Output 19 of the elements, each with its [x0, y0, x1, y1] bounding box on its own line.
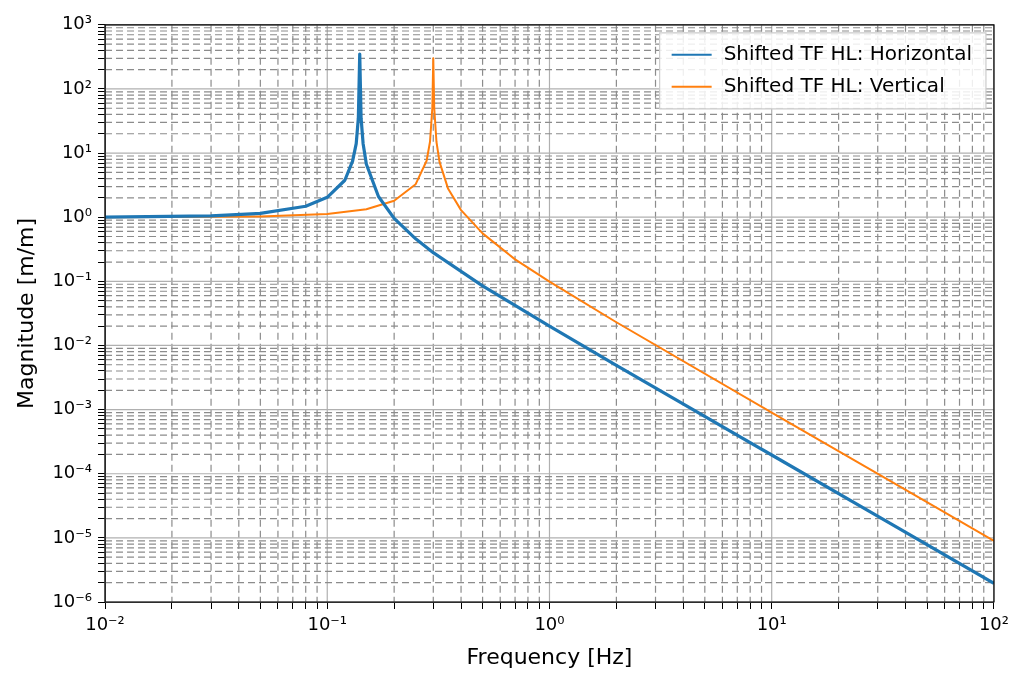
y-tick-label: 10⁻² — [52, 333, 93, 355]
legend-label: Shifted TF HL: Horizontal — [723, 41, 972, 65]
x-tick-label: 10² — [978, 613, 1009, 635]
y-tick-label: 10² — [61, 76, 93, 98]
x-tick-label: 10⁰ — [534, 613, 565, 635]
y-tick-label: 10⁻³ — [52, 397, 93, 419]
y-tick-label: 10⁻⁶ — [52, 589, 93, 611]
x-tick-label: 10¹ — [756, 613, 787, 635]
x-tick-label: 10⁻² — [85, 613, 125, 635]
y-tick-label: 10⁻⁴ — [52, 461, 93, 483]
y-tick-label: 10⁻¹ — [52, 269, 93, 291]
y-tick-label: 10⁻⁵ — [52, 525, 93, 547]
y-tick-label: 10³ — [61, 12, 93, 34]
x-axis-title: Frequency [Hz] — [466, 643, 633, 669]
legend-label: Shifted TF HL: Vertical — [723, 73, 945, 97]
y-tick-label: 10¹ — [61, 140, 93, 162]
y-tick-label: 10⁰ — [61, 204, 93, 226]
x-tick-label: 10⁻¹ — [307, 613, 348, 635]
y-axis-title: Magnitude [m/m] — [12, 217, 38, 409]
